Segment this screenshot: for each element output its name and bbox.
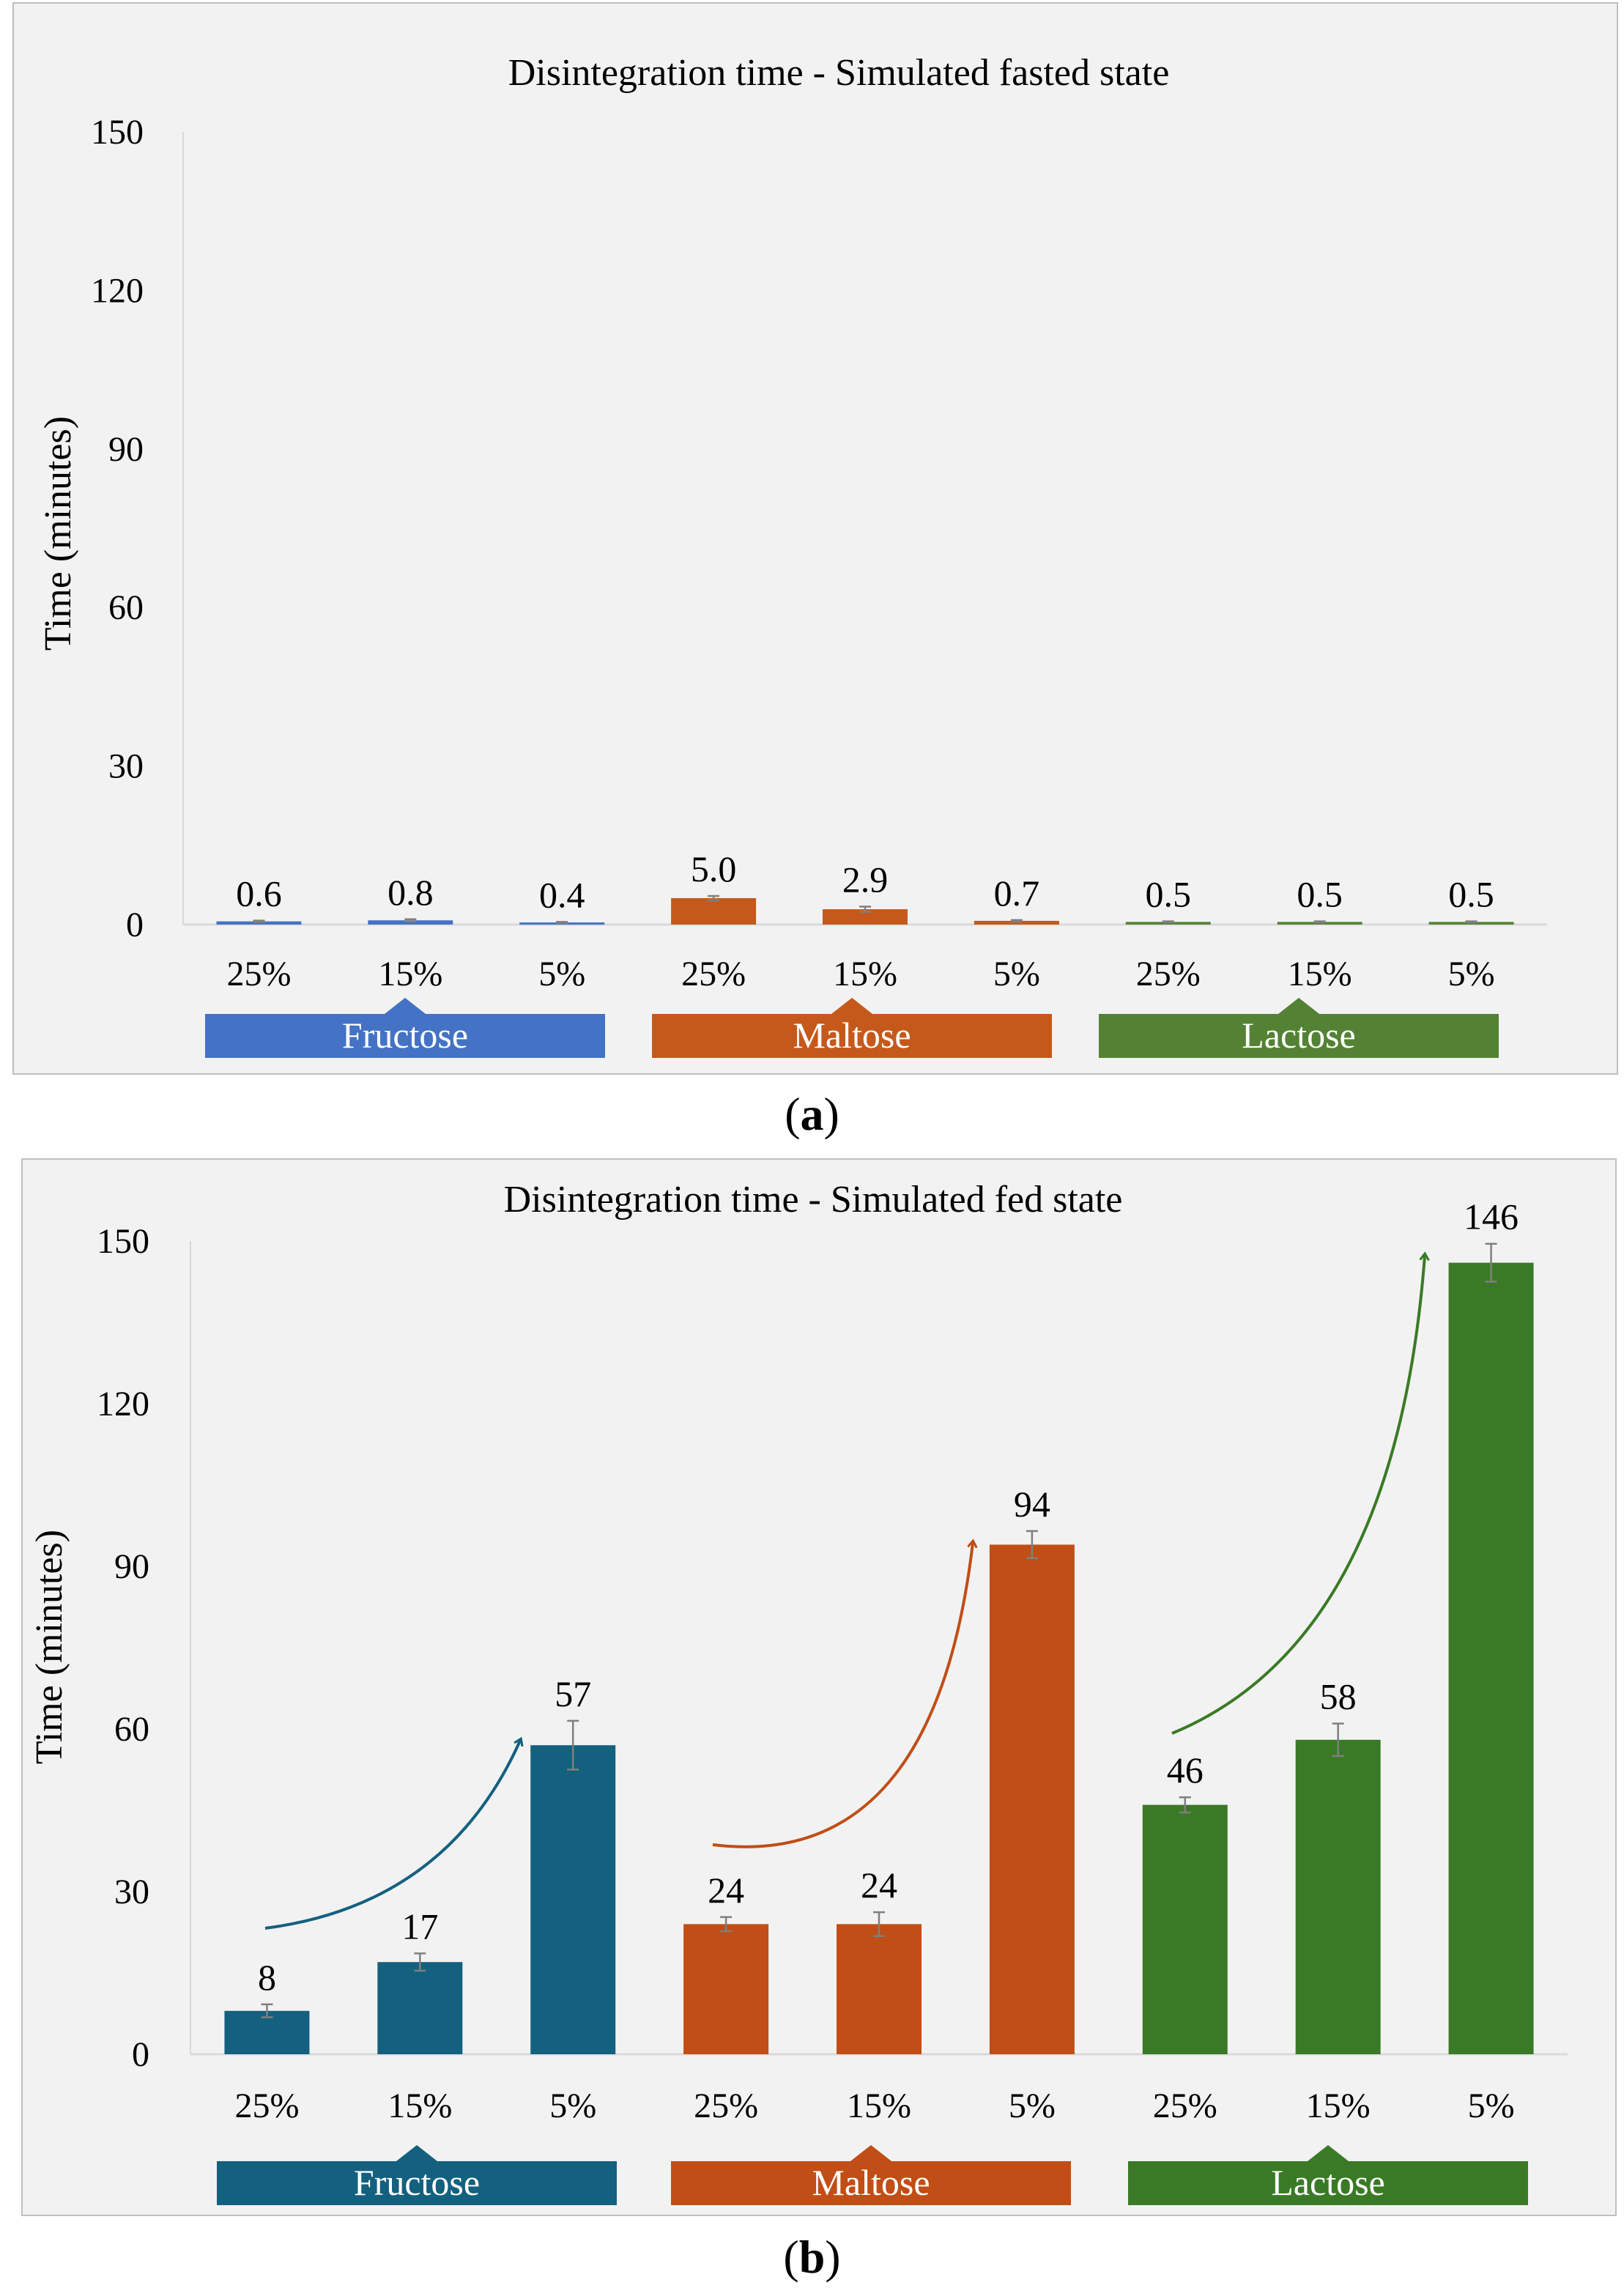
group-ribbon-fructose (217, 2145, 617, 2205)
y-tick-label: 30 (114, 1873, 149, 1911)
bar-fructose-15pct (377, 1962, 463, 2054)
x-category-label: 25% (681, 955, 746, 993)
group-ribbon-fructose (205, 998, 605, 1058)
chart-b-background (21, 1158, 1617, 2216)
data-label: 57 (555, 1673, 591, 1714)
x-category-label: 25% (226, 955, 291, 993)
data-label: 2.9 (842, 859, 889, 900)
group-label-maltose: Maltose (812, 2162, 930, 2203)
y-tick-label: 150 (91, 113, 144, 152)
data-label: 58 (1320, 1676, 1357, 1717)
bar-lactose-15pct (1295, 1739, 1381, 2054)
y-tick-label: 30 (108, 747, 144, 786)
x-category-label: 25% (1136, 955, 1201, 993)
data-label: 8 (258, 1957, 276, 1998)
bar-maltose-5pct (974, 920, 1059, 925)
x-category-label: 15% (833, 955, 897, 993)
bar-maltose-25pct (683, 1924, 769, 2054)
y-tick-label: 60 (108, 588, 144, 627)
x-category-label: 15% (847, 2086, 911, 2125)
y-tick-label: 150 (97, 1222, 149, 1261)
x-category-label: 15% (388, 2086, 452, 2125)
group-ribbon-lactose (1128, 2145, 1528, 2205)
data-label: 0.4 (539, 874, 585, 915)
bar-maltose-25pct (671, 897, 757, 925)
trend-arrow-maltose (712, 1543, 973, 1848)
x-category-label: 15% (1288, 955, 1352, 993)
chart-panel-b: Disintegration time - Simulated fed stat… (21, 1158, 1617, 2216)
x-category-label: 5% (1468, 2086, 1515, 2125)
data-label: 5.0 (691, 848, 737, 889)
data-label: 0.7 (994, 873, 1040, 914)
y-tick-label: 0 (126, 906, 144, 944)
group-ribbon-maltose (652, 998, 1052, 1058)
group-label-fructose: Fructose (342, 1015, 468, 1056)
panel-label-a: (a) (785, 1088, 839, 1140)
x-category-label: 5% (538, 955, 585, 993)
data-label: 17 (401, 1906, 438, 1947)
chart-a-y-ticks: 0 30 60 90 120 150 (91, 113, 144, 944)
bar-fructose-15pct (368, 920, 453, 925)
chart-a-y-axis-label: Time (minutes) (37, 416, 79, 651)
chart-a-background (12, 2, 1618, 1075)
x-category-label: 5% (1009, 2086, 1056, 2125)
chart-b-title: Disintegration time - Simulated fed stat… (504, 1179, 1123, 1221)
y-tick-label: 0 (132, 2035, 149, 2074)
data-label: 24 (708, 1870, 744, 1911)
bar-maltose-15pct (837, 1924, 922, 2054)
panel-label-b: (b) (783, 2231, 841, 2283)
chart-b-y-ticks: 0 30 60 90 120 150 (97, 1222, 149, 2074)
data-label: 0.8 (388, 872, 434, 913)
data-label: 146 (1464, 1196, 1519, 1237)
y-tick-label: 90 (108, 430, 144, 469)
x-category-label: 15% (1306, 2086, 1371, 2125)
group-label-fructose: Fructose (354, 2162, 480, 2203)
chart-b-y-axis-label: Time (minutes) (29, 1530, 70, 1764)
x-category-label: 25% (694, 2086, 758, 2125)
data-label: 94 (1014, 1484, 1050, 1525)
group-ribbon-maltose (671, 2145, 1071, 2205)
bar-maltose-5pct (989, 1544, 1075, 2054)
x-category-label: 5% (1448, 955, 1495, 993)
x-category-label: 25% (1153, 2086, 1217, 2125)
x-category-label: 5% (549, 2086, 596, 2125)
group-ribbon-lactose (1099, 998, 1499, 1058)
data-label: 24 (861, 1864, 897, 1906)
data-label: 0.5 (1146, 874, 1192, 915)
group-label-lactose: Lactose (1242, 1015, 1355, 1056)
x-category-label: 5% (993, 955, 1040, 993)
group-label-maltose: Maltose (793, 1015, 911, 1056)
y-tick-label: 120 (97, 1385, 149, 1423)
data-label: 46 (1167, 1749, 1204, 1790)
y-tick-label: 120 (91, 271, 144, 310)
bar-maltose-15pct (823, 909, 908, 925)
chart-b-trend-arrows (264, 1256, 1425, 1930)
bar-lactose-5pct (1448, 1262, 1534, 2054)
trend-arrow-lactose (1171, 1256, 1425, 1735)
x-category-label: 15% (378, 955, 442, 993)
chart-a-title: Disintegration time - Simulated fasted s… (508, 52, 1170, 94)
data-label: 0.5 (1297, 874, 1343, 915)
chart-panel-a: Disintegration time - Simulated fasted s… (12, 2, 1618, 1075)
x-category-label: 25% (234, 2086, 299, 2125)
bar-lactose-25pct (1142, 1804, 1228, 2054)
data-label: 0.6 (236, 873, 282, 914)
bar-fructose-5pct (530, 1745, 616, 2054)
trend-arrow-fructose (264, 1741, 520, 1930)
y-tick-label: 60 (114, 1710, 149, 1749)
chart-a-marks: 0.6 25% 0.8 15% 0.4 5% Fructose 5.0 25% 2.9 15% 0.7… (205, 848, 1514, 1058)
data-label: 0.5 (1448, 874, 1494, 915)
group-label-lactose: Lactose (1271, 2162, 1384, 2203)
chart-b-marks: 8 25% 17 15% 57 5% Fructose 24 25% 24 15% 94 5% Malto… (217, 1196, 1534, 2205)
y-tick-label: 90 (114, 1547, 149, 1586)
